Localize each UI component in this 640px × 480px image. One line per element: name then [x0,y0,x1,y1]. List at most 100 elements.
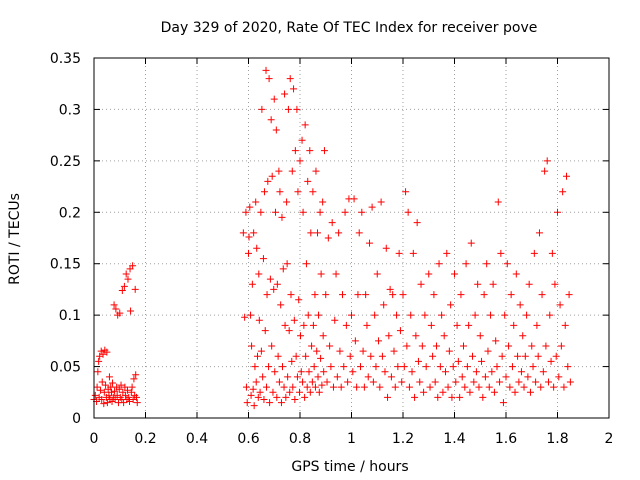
data-point [260,188,268,196]
data-point [390,347,398,355]
data-point [313,347,321,355]
data-point [290,85,298,93]
data-point [126,398,134,406]
x-tick-label: 2 [605,431,614,447]
data-point [336,347,344,355]
data-point [384,393,392,401]
data-point [302,260,310,268]
data-point [430,291,438,299]
data-point [292,352,300,360]
data-point [279,265,287,273]
data-point [414,357,422,365]
data-point [391,383,399,391]
data-point [441,368,449,376]
data-point [351,337,359,345]
data-point [255,270,263,278]
data-point [294,188,302,196]
data-point [389,291,397,299]
data-point [412,332,420,340]
data-point [248,280,256,288]
data-point [512,270,520,278]
data-point [338,291,346,299]
data-point [494,198,502,206]
data-point [544,378,552,386]
data-point [302,352,310,360]
data-point [451,270,458,278]
data-point [492,337,500,345]
data-point [295,388,303,396]
data-point [315,311,323,319]
data-point [311,383,319,391]
data-point [372,363,380,371]
data-point [324,234,332,242]
data-point [281,321,289,329]
data-point [320,147,328,155]
data-point [299,208,307,216]
data-point [291,395,299,403]
y-tick-label: 0.25 [50,154,81,170]
y-tick-label: 0.15 [50,257,81,273]
data-point [248,342,256,350]
data-point [505,342,513,350]
data-point [466,388,474,396]
data-point [547,357,555,365]
data-point [378,352,386,360]
data-point [250,402,258,410]
data-point [426,383,434,391]
data-point [251,363,259,371]
data-point [305,368,313,376]
data-point [355,229,363,237]
data-point [258,105,266,113]
data-point [270,95,278,103]
data-point [317,354,325,362]
data-point [265,363,273,371]
data-point [115,385,123,393]
data-point [447,301,455,309]
data-point [247,311,255,319]
data-point [368,203,376,211]
data-point [329,383,337,391]
data-point [103,348,111,356]
data-point [373,270,381,278]
data-point [272,208,280,216]
data-point [474,280,482,288]
data-point [499,399,507,407]
data-point [109,379,117,387]
data-point [127,388,135,396]
data-point [93,383,101,391]
data-point [315,388,323,396]
x-axis-label: GPS time / hours [291,459,408,475]
data-point [312,167,320,175]
data-point [369,378,377,386]
data-point [108,388,116,396]
data-point [517,368,525,376]
data-point [99,350,107,358]
data-point [120,399,128,407]
data-point [282,393,290,401]
data-point [503,260,511,268]
data-point [250,229,258,237]
data-point [245,233,253,241]
data-point [425,270,433,278]
data-point [260,395,268,403]
data-point [263,291,271,299]
data-point [357,363,365,371]
data-point [272,126,280,134]
data-point [362,291,370,299]
data-point [241,313,249,321]
data-point [445,347,453,355]
data-point [438,311,446,319]
y-tick-label: 0.35 [50,51,81,67]
data-point [275,378,283,386]
data-point [385,332,393,340]
data-point [541,167,549,175]
data-point [98,378,106,386]
data-point [337,383,345,391]
data-point [322,291,330,299]
data-point [249,385,257,393]
data-point [516,301,524,309]
data-point [276,188,284,196]
y-tick-label: 0.2 [59,205,81,221]
data-point [548,249,556,257]
data-point [261,327,269,335]
